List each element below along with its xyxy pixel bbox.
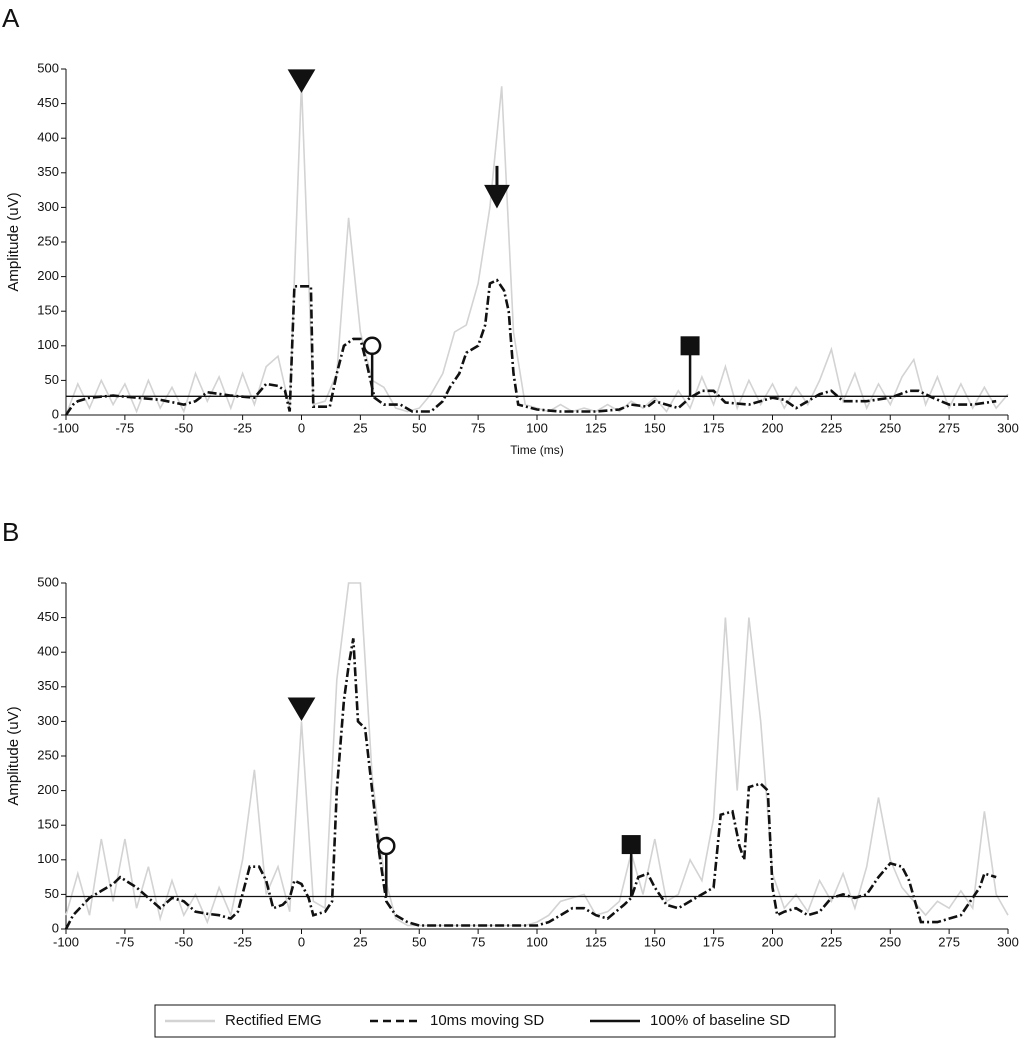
- y-axis-label: Amplitude (uV): [5, 706, 22, 805]
- x-tick-label: 175: [703, 420, 725, 435]
- x-tick-label: 200: [762, 934, 784, 949]
- series-line: [65, 582, 1009, 927]
- legend-label: Rectified EMG: [225, 1012, 322, 1029]
- x-tick-label: -25: [233, 934, 252, 949]
- series-line: [64, 278, 997, 416]
- x-tick-label: 100: [526, 420, 548, 435]
- y-tick-label: 500: [37, 574, 59, 589]
- marker-arrow-head: [484, 184, 510, 209]
- x-tick-label: 25: [353, 934, 367, 949]
- y-tick-label: 100: [37, 851, 59, 866]
- marker-triangle: [287, 69, 316, 93]
- x-tick-label: 125: [585, 420, 607, 435]
- x-tick-label: 175: [703, 934, 725, 949]
- y-tick-label: 100: [37, 337, 59, 352]
- y-tick-label: 400: [37, 130, 59, 145]
- x-axis-label: Time (ms): [510, 443, 564, 457]
- legend-label: 100% of baseline SD: [650, 1012, 790, 1029]
- y-tick-label: 400: [37, 644, 59, 659]
- x-tick-label: 0: [298, 420, 305, 435]
- legend-box: [154, 1004, 836, 1038]
- x-tick-label: 150: [644, 934, 666, 949]
- y-tick-label: 0: [52, 406, 59, 421]
- marker-circle: [377, 836, 396, 856]
- y-tick-label: 300: [37, 199, 59, 214]
- y-tick-label: 300: [37, 713, 59, 728]
- x-tick-label: 150: [644, 420, 666, 435]
- x-tick-label: 100: [526, 934, 548, 949]
- x-tick-label: 300: [997, 420, 1019, 435]
- x-tick-label: 75: [471, 934, 485, 949]
- x-tick-label: 250: [879, 934, 901, 949]
- panel-label: A: [2, 3, 20, 33]
- series-line: [64, 638, 997, 930]
- x-tick-label: -75: [115, 420, 134, 435]
- y-tick-label: 450: [37, 609, 59, 624]
- x-tick-label: 25: [353, 420, 367, 435]
- marker-triangle: [287, 697, 316, 722]
- x-tick-label: 275: [938, 420, 960, 435]
- x-tick-label: -25: [233, 420, 252, 435]
- x-tick-label: 125: [585, 934, 607, 949]
- y-tick-label: 150: [37, 817, 59, 832]
- y-tick-label: 200: [37, 268, 59, 283]
- y-tick-label: 0: [52, 920, 59, 935]
- marker-square: [680, 336, 700, 356]
- y-tick-label: 450: [37, 95, 59, 110]
- x-tick-label: 50: [412, 934, 426, 949]
- x-tick-label: 225: [821, 420, 843, 435]
- y-tick-label: 50: [45, 372, 59, 387]
- panel-label: B: [2, 517, 19, 547]
- x-tick-label: -50: [174, 934, 193, 949]
- y-tick-label: 250: [37, 233, 59, 248]
- x-tick-label: 300: [997, 934, 1019, 949]
- y-axis-label: Amplitude (uV): [5, 192, 22, 291]
- x-tick-label: -100: [53, 420, 79, 435]
- x-tick-label: -75: [115, 934, 134, 949]
- y-tick-label: 500: [37, 60, 59, 75]
- y-tick-label: 50: [45, 886, 59, 901]
- x-tick-label: 275: [938, 934, 960, 949]
- x-tick-label: -50: [174, 420, 193, 435]
- y-tick-label: 200: [37, 782, 59, 797]
- x-tick-label: 0: [298, 934, 305, 949]
- x-tick-label: 75: [471, 420, 485, 435]
- x-tick-label: -100: [53, 934, 79, 949]
- legend-label: 10ms moving SD: [430, 1012, 544, 1029]
- legend: Rectified EMG 10ms moving SD 100% of basel…: [154, 1004, 836, 1038]
- y-tick-label: 350: [37, 164, 59, 179]
- y-tick-label: 250: [37, 747, 59, 762]
- series-line: [65, 82, 1009, 416]
- x-tick-label: 50: [412, 420, 426, 435]
- marker-circle: [362, 336, 382, 356]
- x-tick-label: 200: [762, 420, 784, 435]
- y-tick-label: 350: [37, 678, 59, 693]
- x-tick-label: 250: [879, 420, 901, 435]
- y-tick-label: 150: [37, 303, 59, 318]
- x-tick-label: 225: [821, 934, 843, 949]
- marker-square: [621, 835, 641, 855]
